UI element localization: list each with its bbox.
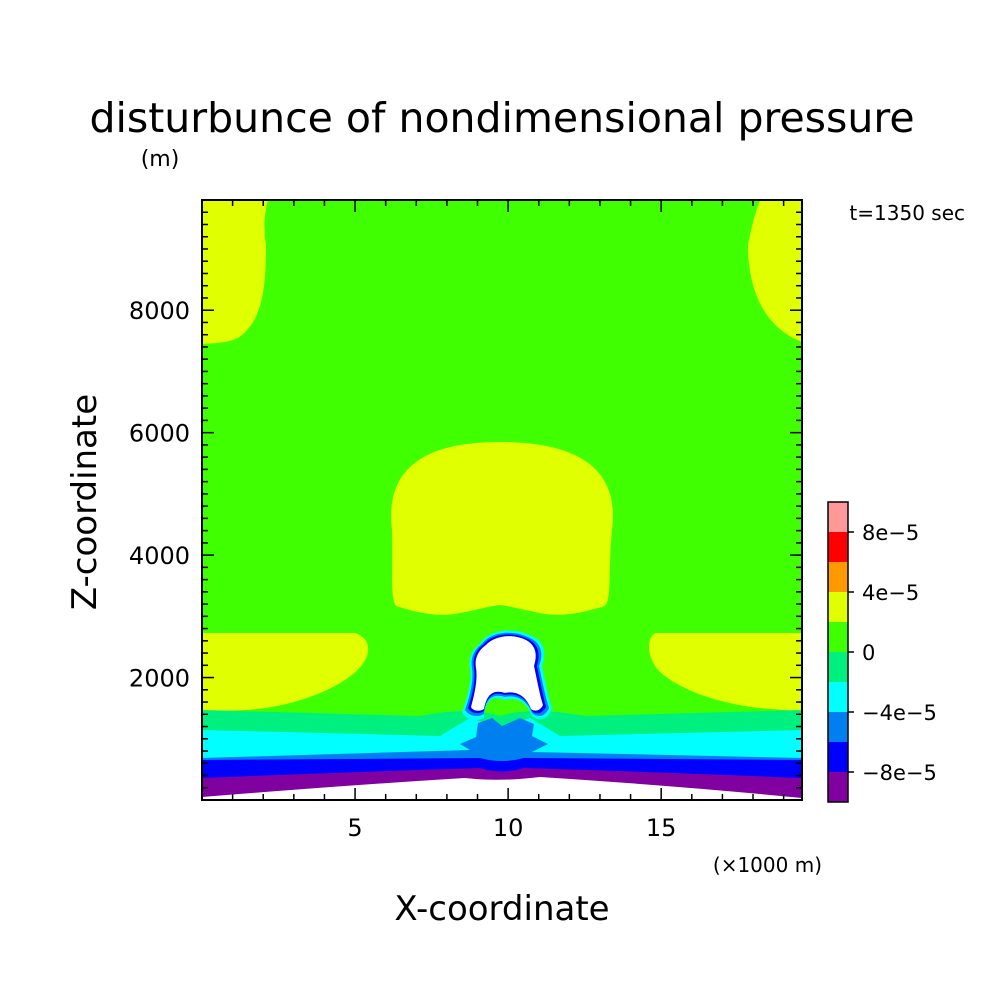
x-tick-label: 15 [646, 814, 677, 842]
chart-title: disturbunce of nondimensional pressure [89, 94, 914, 142]
colorbar-label: −4e−5 [862, 701, 937, 725]
positive-region-lower-right [648, 633, 802, 711]
plot-frame [201, 199, 803, 801]
colorbar-label: 0 [862, 641, 875, 665]
anomaly-blob [462, 630, 552, 720]
plot-area [202, 200, 802, 800]
y-tick-label: 6000 [129, 420, 190, 448]
x-axis: 5 10 15 [231, 200, 785, 842]
colorbar-label: 4e−5 [862, 581, 919, 605]
y-axis: 2000 4000 6000 8000 [129, 211, 802, 789]
y-tick-label: 4000 [129, 542, 190, 570]
y-tick-label: 2000 [129, 665, 190, 693]
positive-region-center [391, 442, 614, 615]
y-tick-label: 8000 [129, 297, 190, 325]
colorbar-segment [828, 652, 848, 682]
colorbar-label: 8e−5 [862, 521, 919, 545]
x-tick-label: 5 [347, 814, 362, 842]
x-axis-units: (×1000 m) [713, 853, 822, 877]
colorbar-segment [828, 532, 848, 562]
colorbar-segment [828, 622, 848, 652]
x-tick-label: 10 [493, 814, 524, 842]
colorbar-segment [828, 712, 848, 742]
colorbar-segment [828, 562, 848, 592]
colorbar-segment [828, 772, 848, 802]
time-label: t=1350 sec [849, 201, 965, 225]
colorbar-segment [828, 682, 848, 712]
positive-region-top-left [202, 200, 268, 344]
positive-region-top-right [748, 200, 802, 342]
colorbar: −8e−5 −4e−5 0 4e−5 8e−5 [827, 501, 937, 803]
anomaly-missing-core [471, 636, 543, 711]
colorbar-segment [828, 592, 848, 622]
positive-region-lower-left [202, 633, 369, 711]
chart-units: (m) [141, 147, 180, 172]
colorbar-segment [828, 502, 848, 532]
colorbar-segment [828, 742, 848, 772]
colorbar-label: −8e−5 [862, 761, 937, 785]
x-axis-label: X-coordinate [394, 889, 609, 929]
missing-region-bottom [202, 777, 802, 800]
y-axis-label: Z-coordinate [65, 394, 105, 610]
